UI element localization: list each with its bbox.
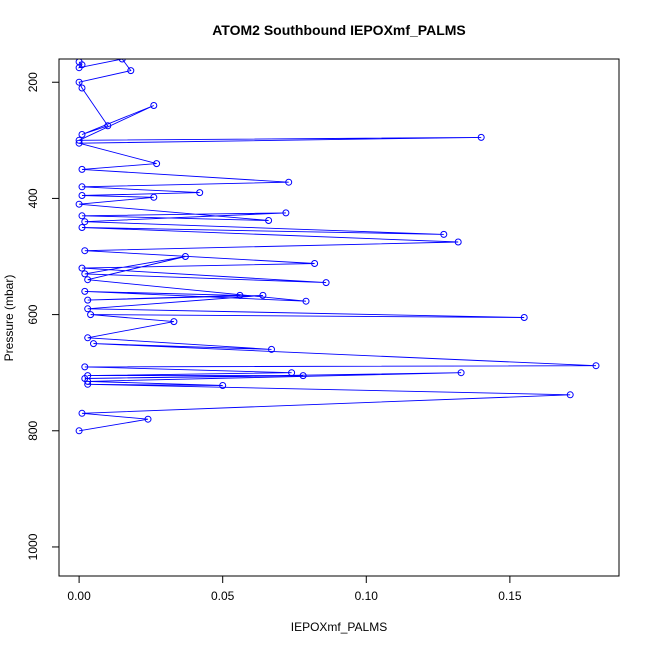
data-point (81, 287, 89, 295)
plot-area (75, 59, 600, 435)
data-point (440, 230, 448, 238)
data-point (236, 291, 244, 299)
data-point (75, 78, 83, 86)
y-axis-label: Pressure (mbar) (2, 275, 16, 362)
x-tick-label: 0.00 (67, 589, 91, 603)
data-point (118, 59, 126, 63)
data-point (75, 200, 83, 208)
y-tick-label: 800 (26, 420, 40, 440)
data-point (288, 369, 296, 377)
data-point (299, 372, 307, 380)
data-point (592, 362, 600, 370)
data-point (75, 139, 83, 147)
data-point (81, 363, 89, 371)
x-tick-label: 0.15 (498, 589, 522, 603)
data-point (104, 122, 112, 130)
data-point (78, 264, 86, 272)
x-tick-label: 0.10 (355, 589, 379, 603)
data-point (84, 305, 92, 313)
data-point (196, 189, 204, 197)
data-point (127, 67, 135, 75)
x-tick-label: 0.05 (211, 589, 235, 603)
data-point (81, 247, 89, 255)
data-point (84, 276, 92, 284)
data-point (259, 291, 267, 299)
data-point (78, 183, 86, 191)
data-point (81, 270, 89, 278)
data-point (457, 369, 465, 377)
data-point (520, 314, 528, 321)
y-tick-label: 400 (26, 188, 40, 208)
data-point (78, 224, 86, 231)
data-point (75, 427, 83, 435)
data-point (90, 340, 97, 348)
y-tick-label: 1000 (26, 533, 40, 560)
data-point (84, 334, 92, 342)
data-point (311, 260, 319, 267)
data-point (322, 279, 330, 287)
data-point (282, 209, 290, 217)
data-point (219, 382, 227, 389)
data-point (78, 165, 86, 173)
data-point (75, 64, 83, 72)
data-point (566, 391, 574, 399)
data-point (150, 102, 158, 109)
data-point (302, 297, 310, 305)
data-point (477, 133, 485, 141)
x-axis: 0.00 0.05 0.10 0.15 (67, 575, 522, 603)
x-axis-label: IEPOXmf_PALMS (291, 620, 387, 634)
data-point (181, 253, 189, 260)
data-point (84, 380, 92, 388)
y-axis: 200 400 600 800 1000 (26, 72, 60, 560)
data-point (265, 217, 273, 224)
y-tick-label: 600 (26, 304, 40, 324)
data-point (78, 212, 86, 220)
data-point (144, 415, 152, 423)
data-point (78, 409, 86, 417)
data-point (75, 136, 83, 144)
data-point (170, 318, 178, 326)
data-point (78, 192, 86, 199)
chart-title: ATOM2 Southbound IEPOXmf_PALMS (212, 22, 466, 38)
data-point (84, 296, 92, 304)
y-tick-label: 200 (26, 72, 40, 92)
data-point (150, 193, 158, 201)
data-point (454, 238, 462, 246)
data-point (78, 84, 86, 92)
data-point (268, 345, 275, 353)
data-point (81, 218, 89, 226)
data-point (78, 131, 86, 138)
data-point (153, 160, 161, 168)
data-point (285, 178, 293, 186)
data-point (84, 377, 92, 385)
data-point (87, 311, 95, 319)
